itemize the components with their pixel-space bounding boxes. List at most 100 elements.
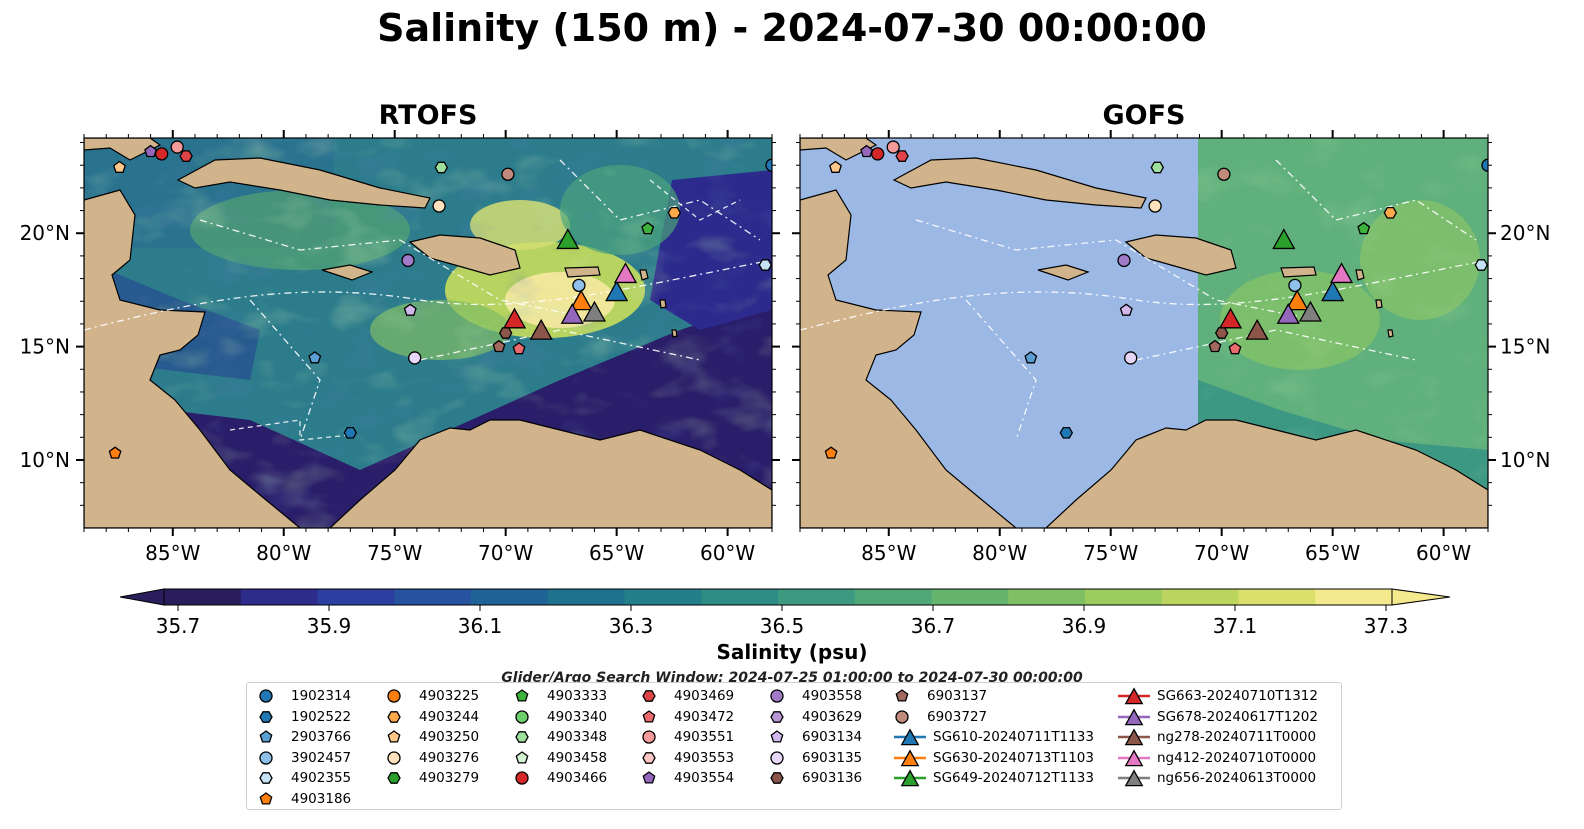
legend-swatch-pentagon bbox=[895, 689, 909, 702]
legend: 1902314 1902522 2903766 3902457 4902355 49031… bbox=[246, 682, 1342, 810]
legend-item: 4903333 bbox=[513, 687, 607, 705]
legend-item-label: 4903279 bbox=[419, 770, 480, 786]
legend-swatch-icon bbox=[642, 751, 656, 764]
argo-marker-4903466 bbox=[871, 147, 885, 161]
lon-tick-label: 75°W bbox=[367, 541, 422, 565]
legend-item: 4903466 bbox=[513, 769, 607, 787]
legend-item-label: 4903629 bbox=[802, 708, 863, 725]
legend-swatch-icon bbox=[894, 769, 926, 787]
glider-marker-SG610-20240711T1133 bbox=[605, 280, 629, 302]
lat-tick-label-left: 10°N bbox=[20, 448, 70, 472]
legend-swatch-circle bbox=[259, 750, 273, 765]
argo-marker-6903137 bbox=[1208, 339, 1222, 353]
legend-item: 4903551 bbox=[640, 728, 734, 746]
legend-swatch-circle bbox=[642, 730, 656, 744]
legend-swatch-triangle bbox=[1124, 728, 1144, 746]
legend-item-label: 4903469 bbox=[674, 688, 735, 704]
legend-item: 4903629 bbox=[768, 708, 862, 726]
legend-swatch-hexagon bbox=[770, 772, 784, 784]
glider-marker-ng656-20240613T0000 bbox=[582, 300, 607, 322]
rtofs-map bbox=[84, 138, 772, 528]
argo-marker-6903134 bbox=[1119, 303, 1133, 316]
colorbar-tick-label: 36.1 bbox=[458, 614, 503, 638]
legend-item: 4903348 bbox=[513, 728, 607, 746]
colorbar-tick-label: 36.9 bbox=[1062, 614, 1107, 638]
lon-tick-label: 80°W bbox=[972, 541, 1027, 565]
argo-marker-1902522 bbox=[343, 426, 358, 439]
legend-item-label: 6903136 bbox=[802, 770, 863, 786]
legend-item: 4903558 bbox=[768, 687, 862, 705]
legend-item-label: 4903250 bbox=[419, 729, 480, 745]
legend-swatch-circle bbox=[259, 689, 273, 703]
legend-item: SG649-20240712T1133 bbox=[893, 769, 1094, 787]
legend-item: ng278-20240711T0000 bbox=[1117, 728, 1316, 746]
legend-swatch-icon bbox=[642, 730, 656, 744]
argo-marker-4903558 bbox=[401, 253, 415, 268]
argo-marker-4903348 bbox=[1150, 161, 1165, 174]
legend-item: 6903135 bbox=[768, 749, 862, 767]
glider-marker-SG663-20240710T1312 bbox=[1218, 307, 1243, 329]
lon-tick-label: 60°W bbox=[700, 541, 755, 565]
legend-item-label: 4903466 bbox=[547, 770, 608, 786]
legend-swatch-icon bbox=[515, 689, 529, 702]
argo-marker-4903244 bbox=[667, 206, 682, 219]
colorbar-segment bbox=[624, 589, 702, 605]
legend-swatch-icon bbox=[770, 689, 784, 703]
legend-item-label: 4903348 bbox=[547, 729, 608, 745]
legend-item-label: 4903340 bbox=[547, 708, 608, 725]
lon-tick-label: 60°W bbox=[1416, 541, 1471, 565]
lon-tick-label: 65°W bbox=[1305, 541, 1360, 565]
legend-swatch-icon bbox=[642, 771, 656, 784]
legend-swatch-icon bbox=[259, 730, 273, 743]
argo-marker-4903554 bbox=[144, 144, 158, 158]
argo-marker-4903469 bbox=[179, 150, 193, 162]
legend-item: 6903136 bbox=[768, 769, 862, 787]
legend-swatch-triangle bbox=[1124, 769, 1144, 787]
legend-swatch-hexagon bbox=[515, 731, 529, 743]
legend-item: 4903276 bbox=[385, 749, 479, 767]
legend-swatch-icon bbox=[895, 709, 909, 724]
argo-marker-4903250 bbox=[113, 160, 126, 173]
colorbar-label: Salinity (psu) bbox=[716, 640, 868, 664]
legend-swatch-hexagon bbox=[387, 772, 401, 784]
legend-item: 4903244 bbox=[385, 708, 479, 726]
glider-marker-ng278-20240711T0000 bbox=[1245, 318, 1269, 340]
legend-swatch-icon bbox=[259, 791, 273, 805]
argo-marker-6903134 bbox=[403, 303, 417, 316]
legend-swatch-circle bbox=[515, 709, 529, 724]
legend-swatch-icon bbox=[894, 728, 926, 746]
glider-marker-SG630-20240713T1103 bbox=[1285, 289, 1309, 311]
colorbar-segment bbox=[394, 589, 472, 605]
legend-swatch-icon bbox=[770, 772, 784, 784]
legend-swatch-icon bbox=[642, 709, 656, 723]
rtofs-frame bbox=[83, 137, 773, 529]
argo-marker-4903551 bbox=[886, 140, 900, 154]
legend-item: 4903472 bbox=[640, 708, 734, 726]
glider-marker-ng656-20240613T0000 bbox=[1298, 300, 1323, 322]
legend-item-label: SG649-20240712T1133 bbox=[933, 770, 1094, 786]
lon-tick-label: 70°W bbox=[1194, 541, 1249, 565]
glider-marker-ng412-20240710T0000 bbox=[613, 262, 638, 284]
legend-item: 3902457 bbox=[257, 749, 351, 767]
argo-marker-4903276 bbox=[1148, 199, 1162, 213]
legend-item-label: SG678-20240617T1202 bbox=[1157, 708, 1318, 725]
legend-swatch-icon bbox=[259, 689, 273, 703]
colorbar: 35.7 35.9 36.1 36.3 36.5 36.7 36.9 37.1 37.3 bbox=[119, 588, 1451, 638]
legend-item: 6903727 bbox=[893, 708, 987, 726]
argo-marker-4903348 bbox=[434, 161, 449, 174]
legend-item-label: 1902522 bbox=[291, 708, 352, 725]
legend-swatch-icon bbox=[770, 710, 784, 723]
panel-title-rtofs: RTOFS bbox=[378, 100, 478, 131]
lat-tick-label-left: 20°N bbox=[20, 221, 70, 245]
legend-swatch-icon bbox=[387, 750, 401, 765]
legend-item-label: 4903472 bbox=[674, 708, 735, 725]
legend-swatch-pentagon bbox=[259, 730, 273, 743]
legend-item-label: 4903553 bbox=[674, 749, 735, 766]
legend-swatch-icon bbox=[515, 731, 529, 743]
legend-swatch-icon bbox=[259, 710, 273, 723]
colorbar-tick-label: 35.7 bbox=[156, 614, 201, 638]
glider-marker-SG630-20240713T1103 bbox=[569, 289, 593, 311]
argo-marker-4903244 bbox=[1383, 206, 1398, 219]
lon-tick-label: 85°W bbox=[145, 541, 200, 565]
